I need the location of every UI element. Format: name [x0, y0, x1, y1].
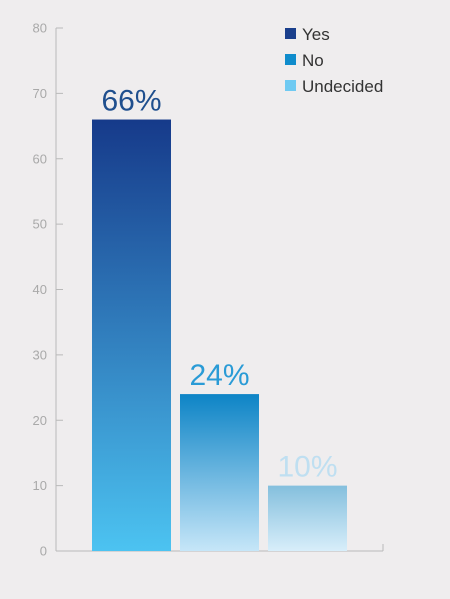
y-tick-label: 40 — [33, 282, 47, 297]
legend-label-undecided: Undecided — [302, 77, 383, 96]
y-tick-label: 80 — [33, 21, 47, 36]
bar-yes — [92, 119, 171, 552]
y-tick-label: 70 — [33, 86, 47, 101]
y-tick-label: 0 — [40, 544, 47, 559]
data-label-yes: 66% — [101, 85, 161, 118]
bar-undecided — [268, 485, 347, 551]
bar-no — [180, 394, 259, 551]
data-label-undecided: 10% — [277, 451, 337, 484]
data-label-no: 24% — [189, 359, 249, 392]
y-tick-label: 20 — [33, 413, 47, 428]
legend: Yes No Undecided — [285, 25, 383, 96]
data-labels: 66% 24% 10% — [101, 85, 337, 484]
y-tick-label: 10 — [33, 478, 47, 493]
legend-label-yes: Yes — [302, 25, 330, 44]
y-tick-label: 30 — [33, 347, 47, 362]
bars — [92, 119, 347, 552]
legend-label-no: No — [302, 51, 324, 70]
legend-swatch-undecided — [285, 80, 296, 91]
legend-swatch-no — [285, 54, 296, 65]
axes: 0 10 20 30 40 50 60 70 80 — [33, 21, 384, 559]
y-tick-label: 60 — [33, 151, 47, 166]
legend-swatch-yes — [285, 28, 296, 39]
y-tick-label: 50 — [33, 217, 47, 232]
